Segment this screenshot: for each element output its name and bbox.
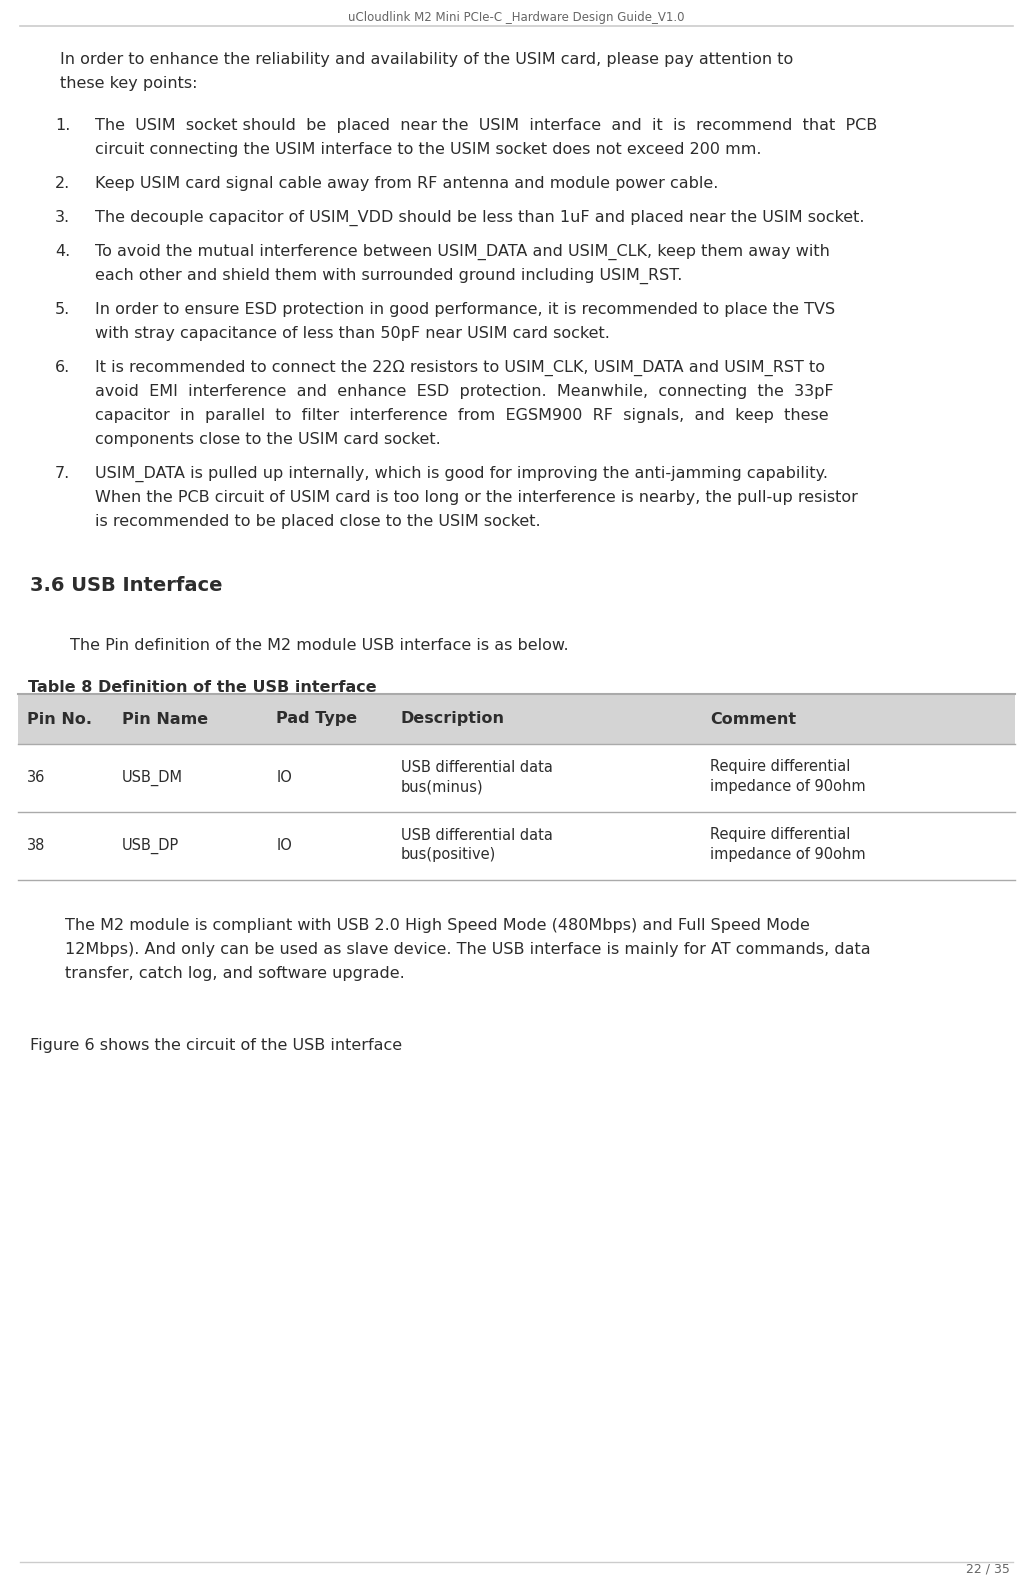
Text: 4.: 4. — [55, 244, 70, 259]
Text: capacitor  in  parallel  to  filter  interference  from  EGSM900  RF  signals,  : capacitor in parallel to filter interfer… — [95, 408, 828, 423]
Text: these key points:: these key points: — [60, 76, 197, 91]
Text: 5.: 5. — [55, 302, 70, 317]
Text: Pin Name: Pin Name — [122, 712, 208, 726]
Text: Figure 6 shows the circuit of the USB interface: Figure 6 shows the circuit of the USB in… — [30, 1038, 402, 1052]
Text: IO: IO — [276, 771, 292, 785]
Text: 36: 36 — [27, 771, 45, 785]
Bar — [18, 812, 1015, 880]
Text: The M2 module is compliant with USB 2.0 High Speed Mode (480Mbps) and Full Speed: The M2 module is compliant with USB 2.0 … — [65, 919, 810, 933]
Text: avoid  EMI  interference  and  enhance  ESD  protection.  Meanwhile,  connecting: avoid EMI interference and enhance ESD p… — [95, 384, 834, 400]
Text: USB differential data: USB differential data — [401, 759, 553, 774]
Text: 3.6 USB Interface: 3.6 USB Interface — [30, 576, 222, 595]
Text: Keep USIM card signal cable away from RF antenna and module power cable.: Keep USIM card signal cable away from RF… — [95, 177, 718, 191]
Text: Description: Description — [401, 712, 505, 726]
Text: uCloudlink M2 Mini PCIe-C _Hardware Design Guide_V1.0: uCloudlink M2 Mini PCIe-C _Hardware Desi… — [348, 11, 684, 24]
Text: 1.: 1. — [55, 118, 70, 134]
Text: components close to the USIM card socket.: components close to the USIM card socket… — [95, 431, 441, 447]
Bar — [18, 743, 1015, 812]
Text: Require differential: Require differential — [710, 828, 850, 842]
Text: transfer, catch log, and software upgrade.: transfer, catch log, and software upgrad… — [65, 966, 405, 981]
Text: 6.: 6. — [55, 360, 70, 376]
Text: Pad Type: Pad Type — [276, 712, 357, 726]
Text: USIM_DATA is pulled up internally, which is good for improving the anti-jamming : USIM_DATA is pulled up internally, which… — [95, 466, 828, 482]
Text: each other and shield them with surrounded ground including USIM_RST.: each other and shield them with surround… — [95, 267, 683, 285]
Text: It is recommended to connect the 22Ω resistors to USIM_CLK, USIM_DATA and USIM_R: It is recommended to connect the 22Ω res… — [95, 360, 825, 376]
Text: impedance of 90ohm: impedance of 90ohm — [710, 847, 866, 863]
Text: is recommended to be placed close to the USIM socket.: is recommended to be placed close to the… — [95, 514, 540, 529]
Text: 22 / 35: 22 / 35 — [966, 1563, 1010, 1576]
Text: In order to ensure ESD protection in good performance, it is recommended to plac: In order to ensure ESD protection in goo… — [95, 302, 835, 317]
Text: USB_DP: USB_DP — [122, 837, 179, 853]
Text: 38: 38 — [27, 839, 45, 853]
Text: To avoid the mutual interference between USIM_DATA and USIM_CLK, keep them away : To avoid the mutual interference between… — [95, 244, 829, 259]
Text: USB_DM: USB_DM — [122, 771, 183, 786]
Text: The decouple capacitor of USIM_VDD should be less than 1uF and placed near the U: The decouple capacitor of USIM_VDD shoul… — [95, 210, 865, 226]
Text: circuit connecting the USIM interface to the USIM socket does not exceed 200 mm.: circuit connecting the USIM interface to… — [95, 142, 761, 158]
Text: The Pin definition of the M2 module USB interface is as below.: The Pin definition of the M2 module USB … — [70, 638, 568, 653]
Text: 7.: 7. — [55, 466, 70, 481]
Text: 3.: 3. — [55, 210, 70, 224]
Text: 12Mbps). And only can be used as slave device. The USB interface is mainly for A: 12Mbps). And only can be used as slave d… — [65, 942, 871, 957]
Text: 2.: 2. — [55, 177, 70, 191]
Text: bus(minus): bus(minus) — [401, 780, 483, 794]
Text: impedance of 90ohm: impedance of 90ohm — [710, 780, 866, 794]
Text: Pin No.: Pin No. — [27, 712, 92, 726]
Text: with stray capacitance of less than 50pF near USIM card socket.: with stray capacitance of less than 50pF… — [95, 326, 609, 341]
Text: The  USIM  socket should  be  placed  near the  USIM  interface  and  it  is  re: The USIM socket should be placed near th… — [95, 118, 877, 134]
Text: When the PCB circuit of USIM card is too long or the interference is nearby, the: When the PCB circuit of USIM card is too… — [95, 490, 857, 505]
Bar — [18, 694, 1015, 743]
Text: bus(positive): bus(positive) — [401, 847, 496, 863]
Text: Table 8 Definition of the USB interface: Table 8 Definition of the USB interface — [28, 680, 377, 696]
Text: Comment: Comment — [710, 712, 796, 726]
Text: Require differential: Require differential — [710, 759, 850, 774]
Text: USB differential data: USB differential data — [401, 828, 553, 842]
Text: IO: IO — [276, 839, 292, 853]
Text: In order to enhance the reliability and availability of the USIM card, please pa: In order to enhance the reliability and … — [60, 53, 793, 67]
